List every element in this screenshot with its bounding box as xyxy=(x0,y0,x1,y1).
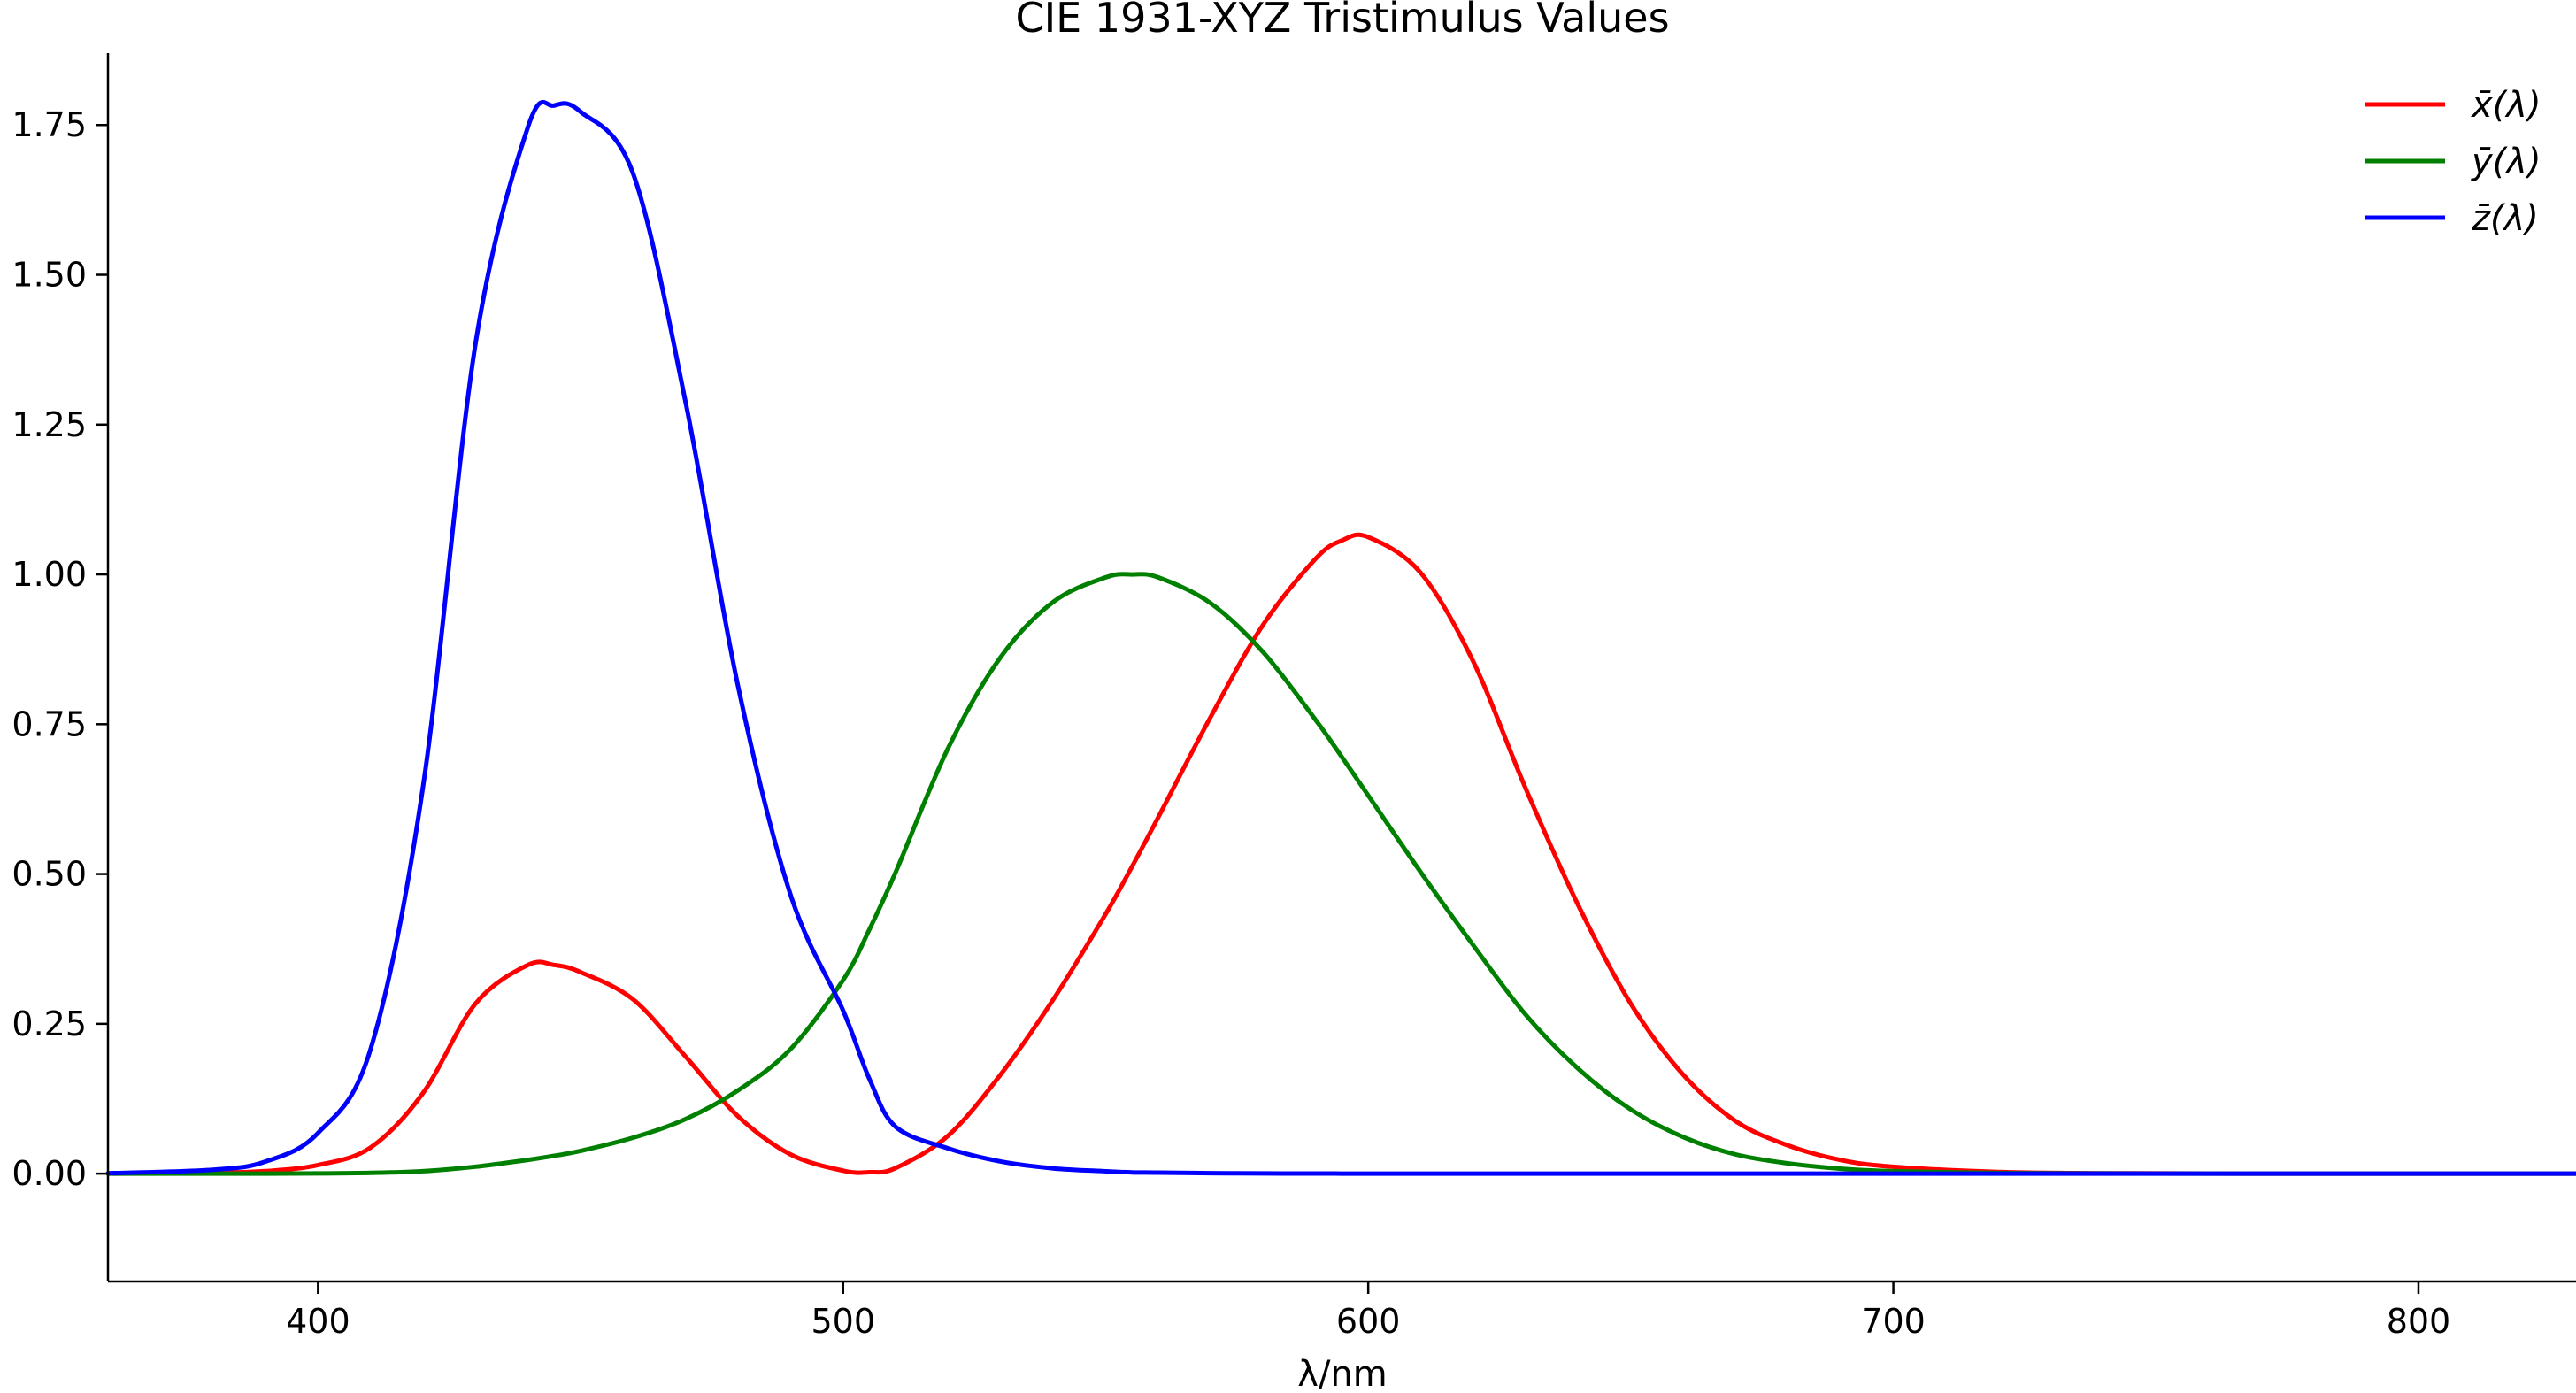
x-tick-label: 700 xyxy=(1861,1302,1926,1341)
x-ticks: 400 500 600 700 800 xyxy=(286,1281,2450,1341)
legend-label: z̄(λ) xyxy=(2471,198,2539,239)
y-tick-label: 1.75 xyxy=(12,105,87,144)
chart-title: CIE 1931-XYZ Tristimulus Values xyxy=(1015,0,1669,42)
x-bar-series-line xyxy=(105,532,2576,1176)
y-tick-label: 0.50 xyxy=(12,855,87,894)
y-tick-label: 1.25 xyxy=(12,405,87,444)
y-tick-label: 0.75 xyxy=(12,704,87,743)
legend-item-x-bar: x̄(λ) xyxy=(2365,85,2541,126)
x-tick-label: 600 xyxy=(1336,1302,1401,1341)
legend-label: x̄(λ) xyxy=(2470,85,2541,126)
series-group xyxy=(105,99,2576,1176)
z-bar-series-line xyxy=(105,99,2576,1176)
y-tick-label: 1.00 xyxy=(12,555,87,594)
y-tick-label: 0.00 xyxy=(12,1154,87,1193)
y-tick-label: 1.50 xyxy=(12,256,87,295)
legend-item-z-bar: z̄(λ) xyxy=(2365,198,2539,239)
legend-label: ȳ(λ) xyxy=(2471,142,2541,182)
x-tick-label: 400 xyxy=(286,1302,350,1341)
legend: x̄(λ) ȳ(λ) z̄(λ) xyxy=(2365,85,2541,239)
x-axis-label: λ/nm xyxy=(1297,1354,1387,1393)
x-tick-label: 800 xyxy=(2387,1302,2451,1341)
x-tick-label: 500 xyxy=(811,1302,876,1341)
y-bar-series-line xyxy=(105,572,2576,1176)
legend-item-y-bar: ȳ(λ) xyxy=(2365,142,2541,182)
y-tick-label: 0.25 xyxy=(12,1004,87,1043)
y-ticks: 0.00 0.25 0.50 0.75 1.00 1.25 1.50 1.75 xyxy=(12,105,108,1193)
